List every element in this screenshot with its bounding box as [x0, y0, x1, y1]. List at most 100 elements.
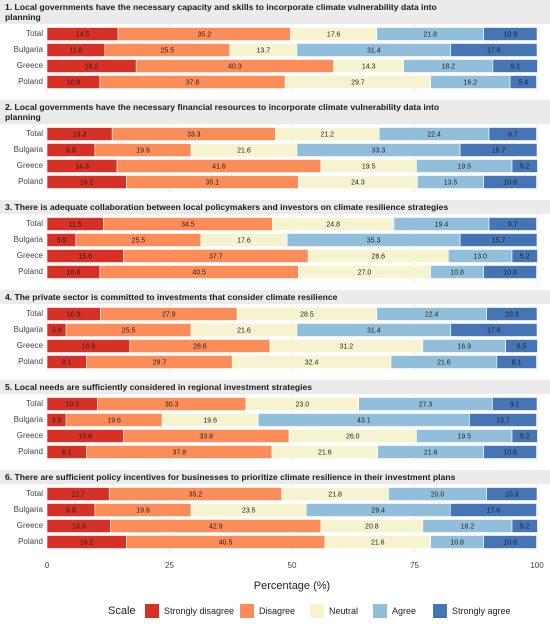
bar-segment	[488, 127, 537, 141]
segment-label: 27.9	[162, 311, 176, 318]
category-label: Greece	[17, 521, 44, 530]
segment-label: 37.8	[172, 449, 186, 456]
bar-segment	[488, 217, 537, 231]
segment-label: 13.7	[496, 417, 510, 424]
bar-segment	[449, 503, 537, 517]
segment-label: 19.4	[435, 221, 449, 228]
segment-label: 18.2	[461, 523, 475, 530]
segment-label: 30.3	[165, 401, 179, 408]
facet-title: 5. Local needs are sufficiently consider…	[0, 380, 550, 394]
segment-label: 35.3	[367, 237, 381, 244]
category-label: Bulgaria	[14, 415, 44, 424]
segment-label: 6.5	[517, 343, 527, 350]
segment-label: 17.6	[487, 327, 501, 334]
segment-label: 17.6	[487, 507, 501, 514]
segment-label: 5.4	[518, 79, 528, 86]
segment-label: 31.4	[367, 47, 381, 54]
category-label: Poland	[18, 77, 43, 86]
facet-title: 4. The private sector is committed to in…	[0, 290, 550, 304]
facet-plot: Total 11.5 34.5 24.8 19.4 9.7 Bulgaria 5.9 25.5 1…	[14, 214, 538, 282]
segment-label: 12.7	[71, 491, 85, 498]
facet: 2. Local governments have the necessary …	[0, 100, 550, 192]
segment-label: 21.6	[371, 539, 385, 546]
segment-label: 18.2	[85, 63, 99, 70]
segment-label: 9.7	[508, 221, 518, 228]
x-tick-label: 75	[410, 561, 419, 570]
segment-label: 18.2	[441, 63, 455, 70]
segment-label: 25.5	[122, 327, 136, 334]
segment-label: 5.2	[520, 163, 530, 170]
category-label: Total	[26, 29, 43, 38]
segment-label: 29.7	[153, 359, 167, 366]
segment-label: 21.6	[318, 449, 332, 456]
category-label: Bulgaria	[14, 325, 44, 334]
segment-label: 34.5	[181, 221, 195, 228]
bar-segment	[492, 397, 538, 411]
segment-label: 42.9	[209, 523, 223, 530]
segment-label: 27.0	[358, 269, 372, 276]
segment-label: 10.3	[505, 491, 519, 498]
segment-label: 14.3	[362, 63, 376, 70]
segment-label: 29.4	[371, 507, 385, 514]
segment-label: 19.6	[136, 507, 150, 514]
segment-label: 19.6	[136, 147, 150, 154]
bar-segment	[509, 75, 537, 89]
segment-label: 10.8	[503, 269, 517, 276]
segment-label: 14.3	[75, 163, 89, 170]
segment-label: 15.7	[492, 147, 506, 154]
bar-segment	[486, 307, 538, 321]
segment-label: 31.4	[367, 327, 381, 334]
x-axis: Percentage (%) 0 25 50 75 100	[45, 561, 544, 592]
bar-segment	[450, 43, 538, 57]
x-tick-label: 25	[165, 561, 174, 570]
facet-title: 3. There is adequate collaboration betwe…	[0, 200, 550, 214]
segment-label: 14.5	[76, 31, 90, 38]
segment-label: 15.6	[78, 433, 92, 440]
segment-label: 5.9	[57, 237, 67, 244]
segment-label: 25.5	[160, 47, 174, 54]
facet-plot: Total 10.3 30.3 23.0 27.3 9.1 Bulgaria 3.9 19.6 1…	[14, 394, 538, 462]
segment-label: 10.3	[505, 311, 519, 318]
segment-label: 19.5	[362, 163, 376, 170]
bar-segment	[511, 519, 538, 533]
segment-label: 16.9	[457, 343, 471, 350]
bar-segment	[469, 413, 537, 427]
segment-label: 10.8	[67, 269, 81, 276]
segment-label: 40.5	[219, 539, 233, 546]
segment-label: 22.4	[425, 311, 439, 318]
bar-segment	[483, 535, 537, 549]
bar-segment	[459, 233, 538, 247]
legend-swatch	[433, 604, 447, 618]
segment-label: 3.9	[52, 417, 62, 424]
segment-label: 23.5	[242, 507, 256, 514]
segment-label: 11.8	[69, 47, 82, 54]
segment-label: 10.9	[67, 311, 81, 318]
bar-segment	[511, 249, 538, 263]
segment-label: 23.0	[295, 401, 309, 408]
x-tick-label: 0	[45, 561, 50, 570]
segment-label: 13.7	[257, 47, 271, 54]
panels: 1. Local governments have the necessary …	[0, 0, 550, 552]
segment-label: 21.6	[424, 449, 438, 456]
category-label: Bulgaria	[14, 505, 44, 514]
category-label: Poland	[18, 537, 43, 546]
legend-swatch	[145, 604, 159, 618]
segment-label: 25.5	[132, 237, 146, 244]
legend-label: Strongly agree	[452, 606, 511, 616]
segment-label: 11.5	[69, 221, 82, 228]
x-axis-label: Percentage (%)	[254, 580, 330, 592]
segment-label: 10.3	[65, 401, 79, 408]
segment-label: 37.7	[209, 253, 223, 260]
segment-label: 43.1	[357, 417, 371, 424]
segment-label: 16.2	[80, 179, 94, 186]
segment-label: 13.0	[72, 523, 86, 530]
segment-label: 33.3	[187, 131, 201, 138]
segment-label: 29.7	[351, 79, 365, 86]
category-label: Poland	[18, 447, 43, 456]
segment-label: 13.3	[73, 131, 87, 138]
category-label: Poland	[18, 357, 43, 366]
segment-label: 31.2	[340, 343, 354, 350]
bar-segment	[492, 59, 538, 73]
facet-plot: Total 10.9 27.9 28.5 22.4 10.3 Bulgaria 3.9 25.5…	[14, 304, 538, 372]
legend-swatch	[240, 604, 254, 618]
